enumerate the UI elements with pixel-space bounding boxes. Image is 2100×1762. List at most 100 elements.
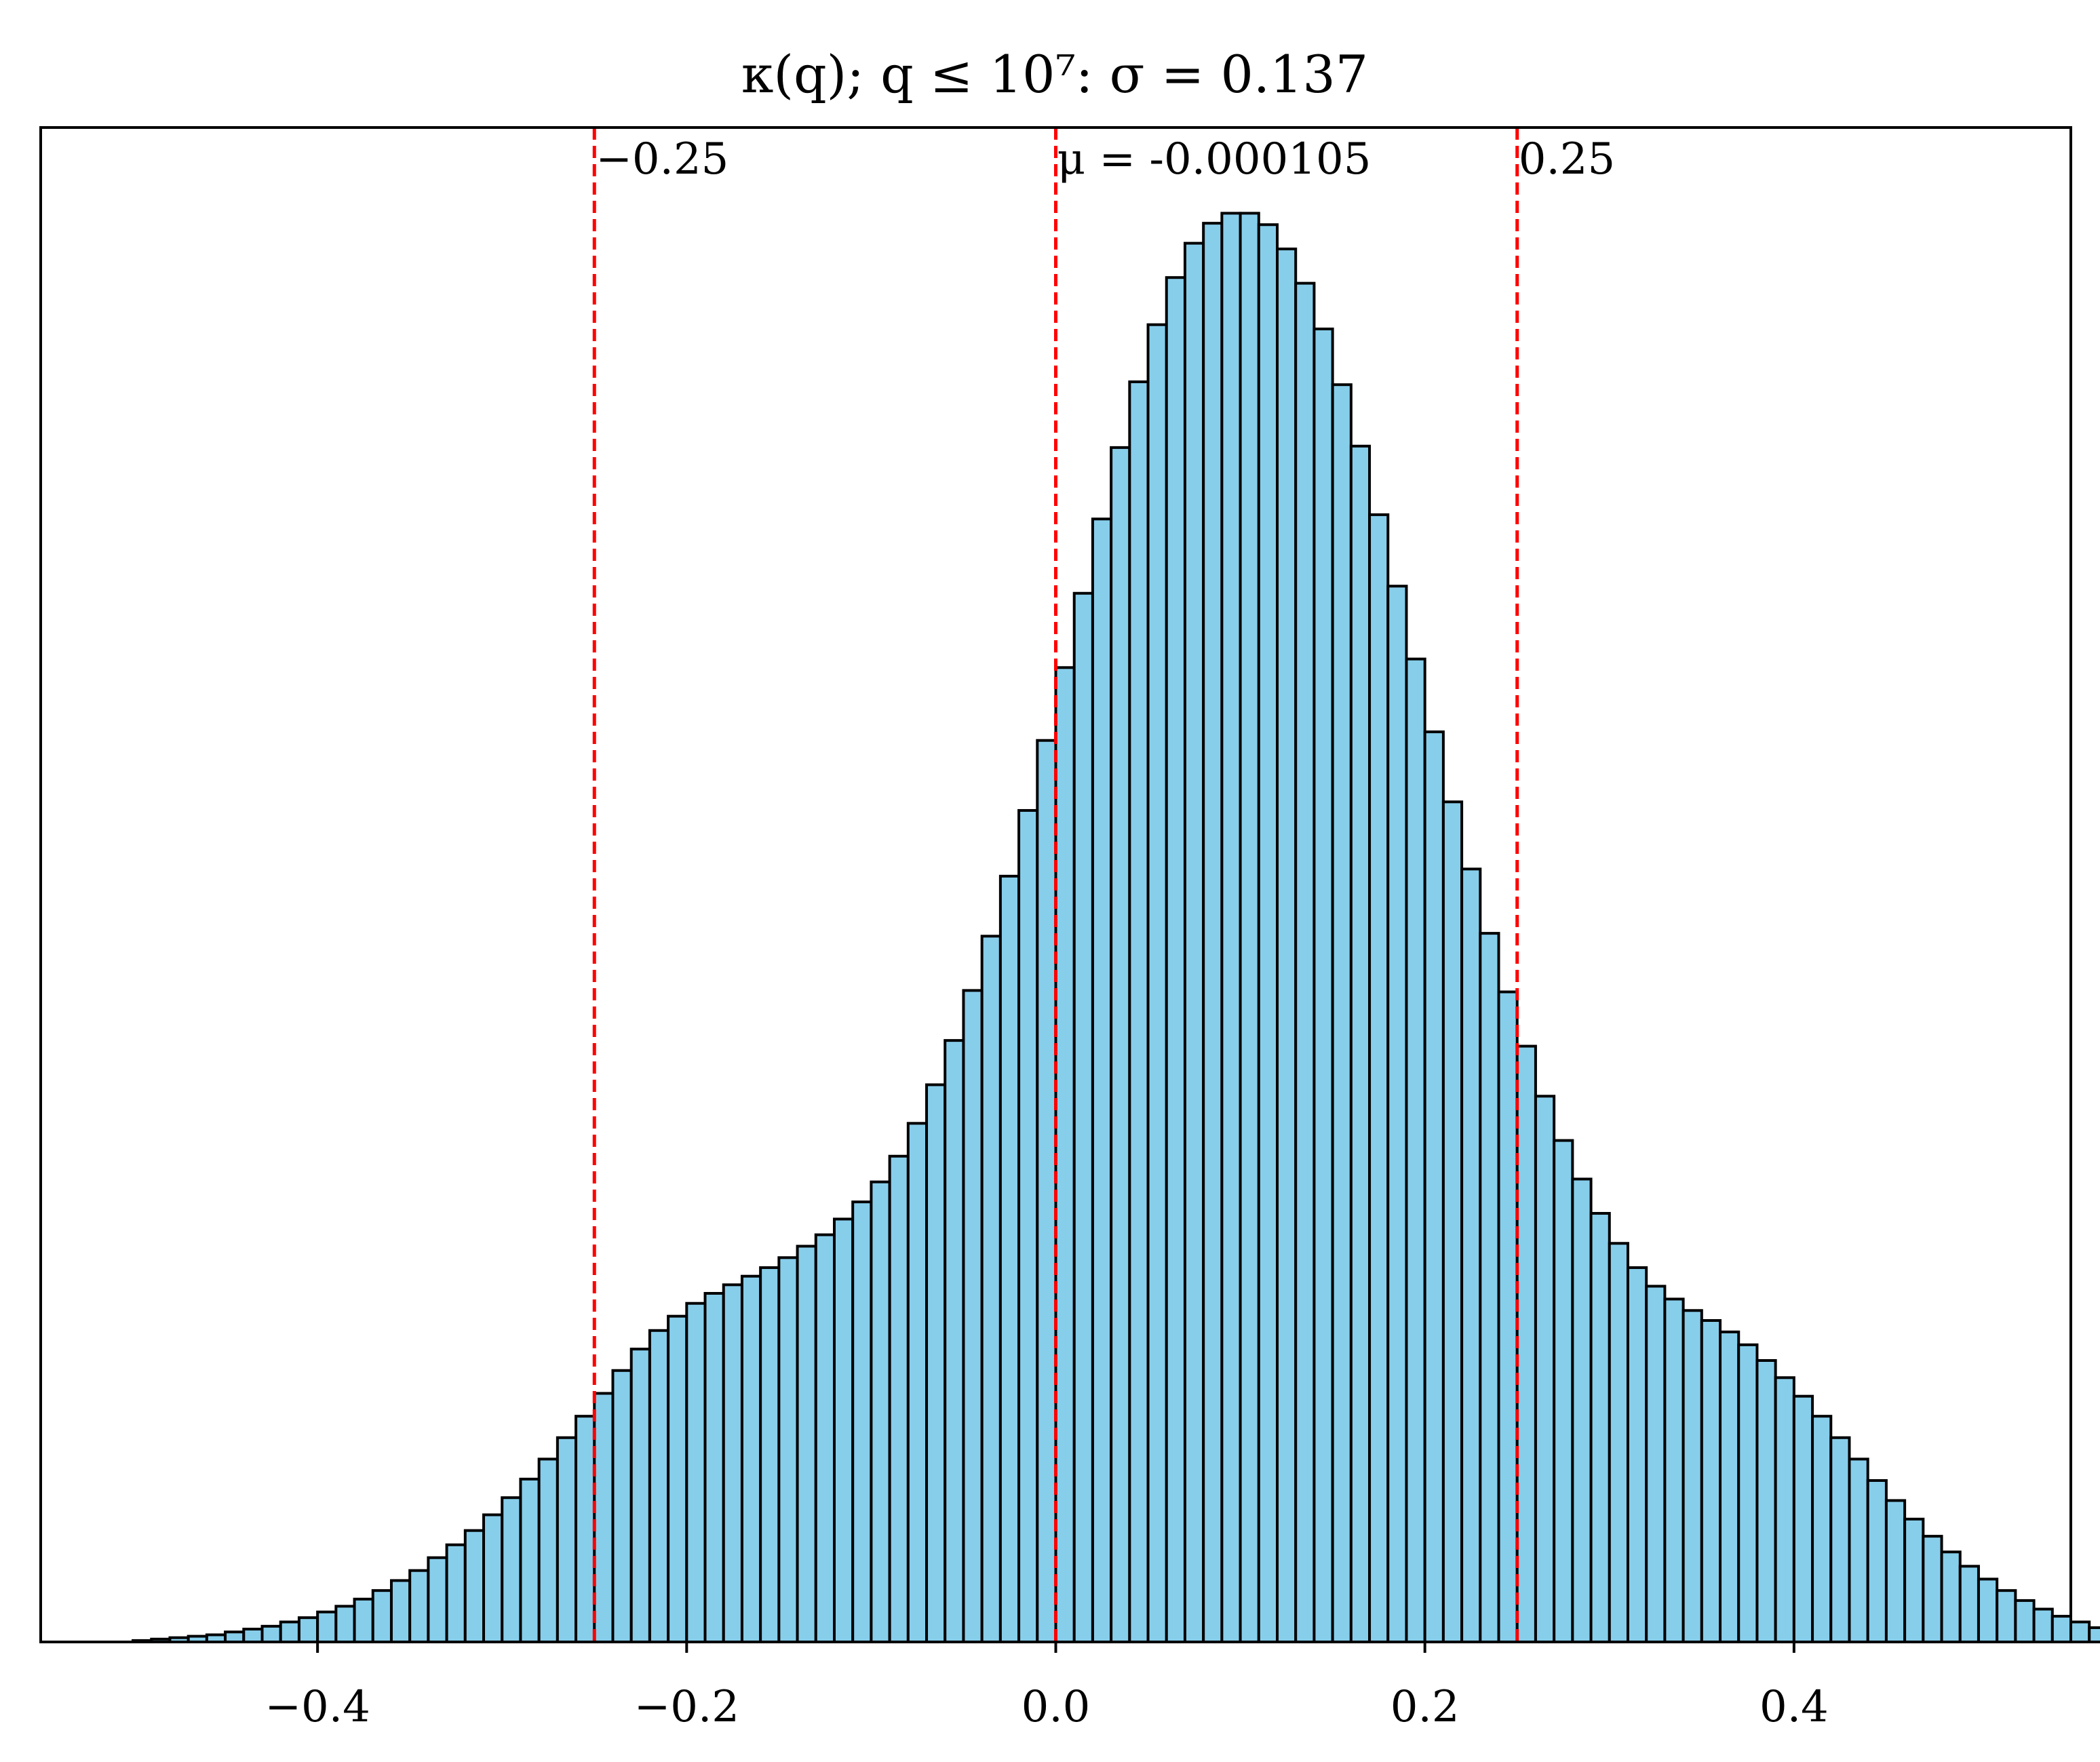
histogram-bar <box>722 1283 743 1643</box>
histogram-bar <box>1460 867 1482 1643</box>
x-tick-label: 0.0 <box>1022 1682 1091 1732</box>
histogram-bar <box>1441 800 1464 1643</box>
histogram-bar <box>1497 990 1519 1643</box>
histogram-bar <box>408 1569 430 1644</box>
histogram-bar <box>1257 223 1279 1644</box>
reference-line-label: μ = -0.000105 <box>1057 134 1372 184</box>
histogram-bar <box>1958 1565 1980 1644</box>
histogram-bar <box>611 1369 633 1643</box>
histogram-bar <box>389 1579 412 1643</box>
histogram-bar <box>1405 657 1426 1643</box>
histogram-bar <box>279 1620 300 1644</box>
histogram-bar <box>1128 380 1150 1643</box>
histogram-bar <box>980 935 1002 1643</box>
reference-lines: −0.25 μ = -0.000105 0.25 <box>592 128 1616 1642</box>
histogram-bar <box>851 1200 873 1643</box>
histogram-bar <box>759 1266 781 1643</box>
histogram-bar <box>1884 1499 1907 1644</box>
histogram-bar <box>353 1597 374 1644</box>
histogram-bar <box>1996 1589 2017 1644</box>
histogram-bar <box>1183 241 1205 1643</box>
histogram-bar <box>556 1436 578 1643</box>
histogram-bar <box>1940 1550 1962 1643</box>
histogram-bar <box>870 1180 891 1643</box>
histogram-bar <box>2014 1599 2036 1643</box>
histogram-bar <box>224 1630 246 1643</box>
histogram-bar <box>1719 1330 1741 1643</box>
histogram-bar <box>1331 383 1353 1643</box>
histogram-bar <box>1553 1139 1574 1643</box>
histogram-bar <box>1571 1177 1593 1643</box>
histogram-bar <box>1977 1578 1999 1643</box>
reference-line-label: −0.25 <box>596 134 728 184</box>
histogram-bar <box>703 1291 725 1643</box>
histogram-bar <box>2050 1615 2073 1643</box>
histogram-bar <box>1349 444 1372 1644</box>
histogram-bar <box>1737 1343 1759 1643</box>
histogram-bar <box>888 1154 910 1644</box>
histogram-bar <box>998 874 1021 1643</box>
histogram-bar <box>1792 1394 1814 1643</box>
histogram-bar <box>629 1348 651 1643</box>
histogram-bar <box>427 1556 448 1644</box>
histogram-bar <box>1276 248 1298 1644</box>
histogram-bar <box>1589 1212 1611 1644</box>
histogram-bar <box>371 1589 393 1644</box>
histogram-bar <box>1220 212 1242 1643</box>
histogram-bar <box>777 1256 799 1643</box>
histogram-bar <box>1386 585 1408 1643</box>
histogram-bar <box>1681 1309 1703 1644</box>
histogram-bar <box>1072 591 1094 1643</box>
histogram-bar <box>1811 1415 1833 1643</box>
histogram-bar <box>1017 808 1039 1643</box>
histogram-bar <box>1866 1479 1888 1644</box>
histogram-bar <box>1663 1297 1685 1643</box>
histogram-bar <box>1515 1044 1537 1644</box>
histogram-bar <box>2032 1607 2054 1643</box>
histogram-bar <box>1091 517 1113 1643</box>
histogram-bar <box>925 1083 947 1644</box>
histogram-bar <box>906 1122 929 1643</box>
histogram-bar <box>501 1496 522 1643</box>
histogram-bar <box>796 1245 817 1643</box>
histogram-bar <box>1645 1285 1667 1643</box>
x-tick-label: 0.4 <box>1759 1682 1829 1732</box>
x-tick-label: −0.2 <box>634 1682 739 1732</box>
histogram-bar <box>482 1513 504 1643</box>
chart-title: κ(q); q ≤ 10⁷: σ = 0.137 <box>741 44 1368 104</box>
histogram-bar <box>1312 328 1334 1643</box>
histogram-bar <box>740 1274 762 1644</box>
x-tick-label: −0.4 <box>265 1682 370 1732</box>
histogram-bar <box>463 1529 486 1643</box>
histogram-bar <box>2069 1620 2091 1644</box>
histogram-bar <box>832 1217 855 1643</box>
histogram-bar <box>316 1610 338 1643</box>
histogram-bar <box>575 1415 596 1643</box>
histogram-bar <box>1202 222 1224 1644</box>
histogram-bar <box>1110 446 1131 1643</box>
histogram-bar <box>1423 730 1445 1643</box>
histogram-bar <box>2088 1626 2100 1644</box>
histogram-bar <box>1700 1319 1722 1643</box>
histogram-bar <box>445 1543 467 1644</box>
histogram-bar <box>1829 1436 1851 1643</box>
histogram-bar <box>648 1329 670 1643</box>
histogram-bar <box>1479 932 1500 1643</box>
histogram-bar <box>1608 1242 1629 1643</box>
histogram-bar <box>814 1233 836 1643</box>
histogram-bar <box>1774 1376 1795 1644</box>
histogram-bar <box>242 1628 264 1643</box>
histogram-bar <box>685 1301 707 1643</box>
histogram-bar <box>1165 276 1186 1644</box>
histogram-bar <box>1368 513 1390 1643</box>
histogram-bar <box>944 1039 965 1643</box>
histogram-bar <box>1534 1095 1556 1643</box>
histogram-bar <box>593 1392 615 1643</box>
histogram-bar <box>1036 739 1057 1643</box>
histogram-bars <box>132 212 2100 1644</box>
histogram-bar <box>1239 212 1260 1643</box>
histogram-bar <box>1848 1457 1869 1644</box>
reference-line-label: 0.25 <box>1519 134 1616 184</box>
histogram-bar <box>1922 1535 1943 1643</box>
